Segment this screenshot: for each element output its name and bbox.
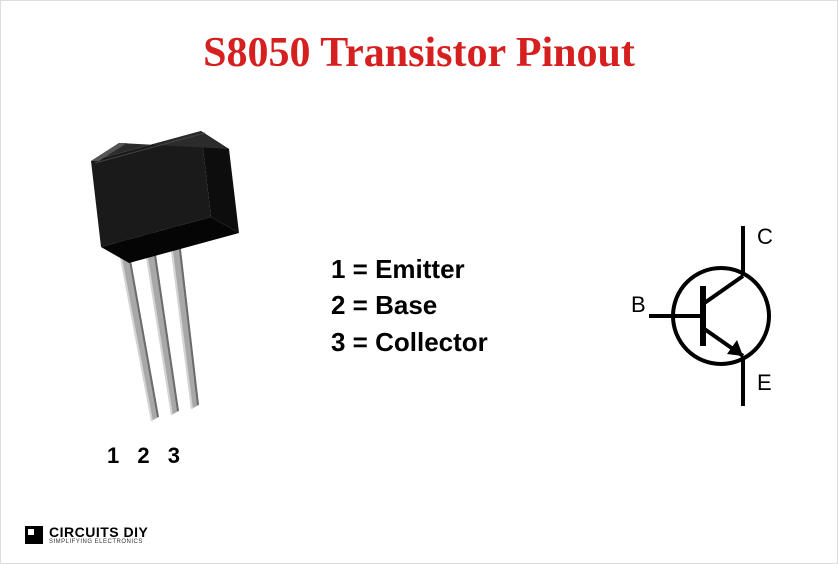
legend-line-2: 2 = Base — [331, 287, 488, 323]
npn-symbol: C B E — [631, 226, 801, 406]
symbol-label-e: E — [757, 370, 772, 395]
symbol-label-b: B — [631, 292, 646, 317]
logo-sub-text: SIMPLIFYING ELECTRONICS — [49, 539, 148, 545]
transistor-package — [61, 121, 261, 441]
legend-line-3: 3 = Collector — [331, 324, 488, 360]
brand-logo: CIRCUITS DIY SIMPLIFYING ELECTRONICS — [25, 525, 148, 545]
logo-main-text: CIRCUITS DIY — [49, 525, 148, 539]
symbol-label-c: C — [757, 226, 773, 249]
pin-legend: 1 = Emitter 2 = Base 3 = Collector — [331, 251, 488, 360]
transistor-body — [91, 131, 239, 263]
legend-line-1: 1 = Emitter — [331, 251, 488, 287]
pin-numbers: 1 2 3 — [107, 443, 186, 469]
chip-icon — [25, 526, 43, 544]
page-title: S8050 Transistor Pinout — [1, 29, 837, 77]
